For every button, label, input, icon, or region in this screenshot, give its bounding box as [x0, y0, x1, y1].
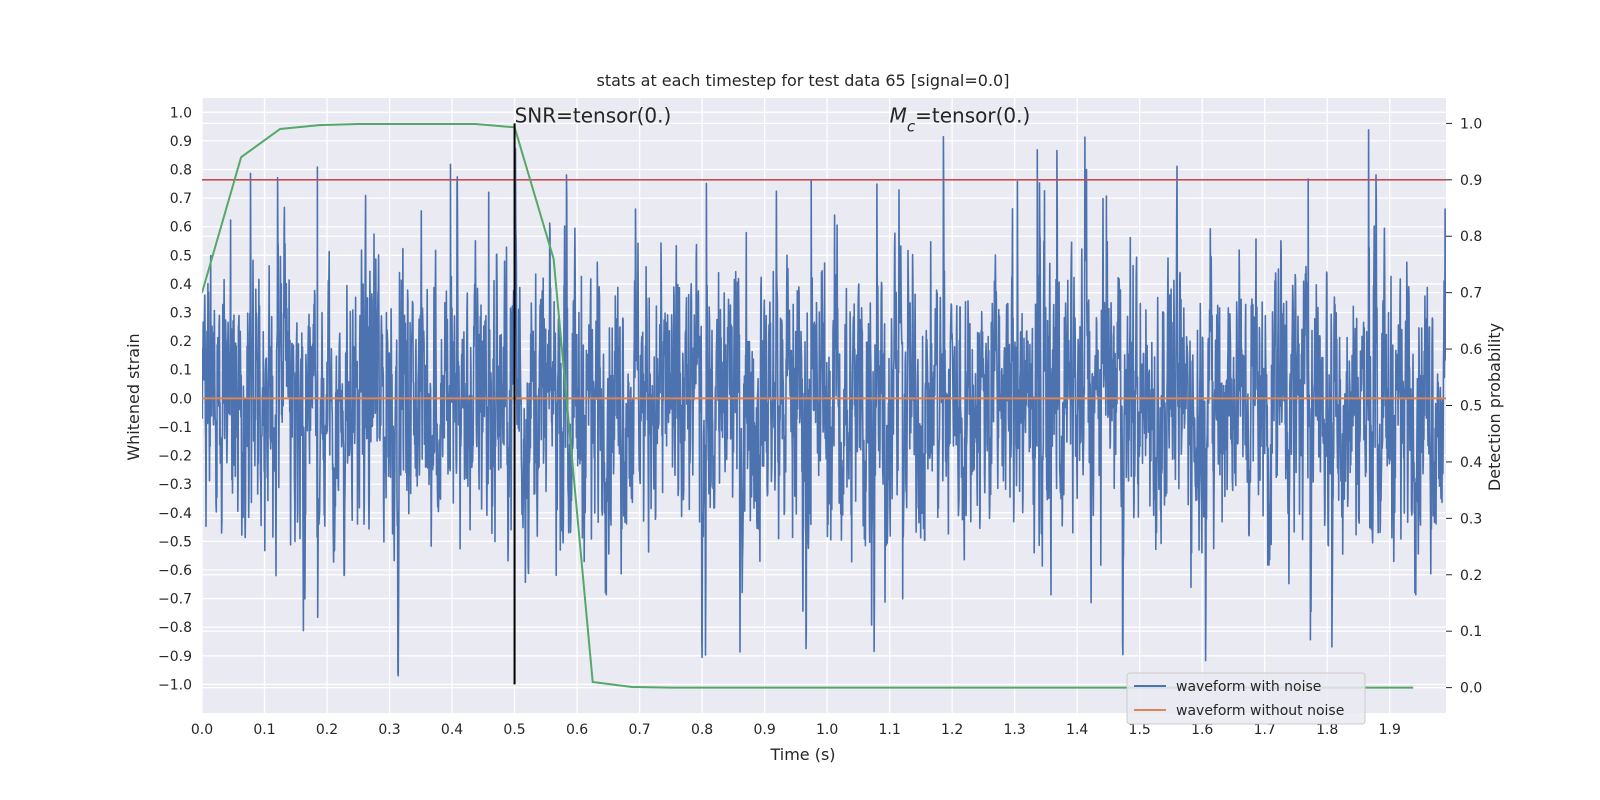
y-tick-label-left: −0.5: [158, 534, 192, 550]
y-tick-label-left: −0.2: [158, 449, 192, 465]
x-tick-label: 0.2: [316, 722, 338, 738]
x-tick-label: 0.3: [378, 722, 400, 738]
y-tick-label-left: 0.0: [170, 391, 192, 407]
y-tick-label-left: 0.2: [170, 334, 192, 350]
y-tick-label-right: 0.0: [1460, 681, 1482, 697]
x-ticks: 0.0 0.1 0.2 0.3 0.4 0.5 0.6 0.7 0.8 0.9 1.0 1.1 1.2 1…: [191, 722, 1401, 738]
y-tick-label-left: −1.0: [158, 677, 192, 693]
chart-title: stats at each timestep for test data 65 …: [597, 71, 1010, 90]
y-axis-label-left: Whitened strain: [124, 333, 143, 460]
x-tick-label: 0.1: [253, 722, 275, 738]
y-tick-label-left: 1.0: [170, 105, 192, 121]
x-tick-label: 1.0: [816, 722, 838, 738]
y-tick-label-left: 0.9: [170, 134, 192, 150]
x-tick-label: 1.7: [1254, 722, 1276, 738]
x-tick-label: 0.8: [691, 722, 713, 738]
legend-label-clean: waveform without noise: [1176, 703, 1344, 719]
y-tick-label-right: 0.5: [1460, 399, 1482, 415]
x-tick-label: 0.7: [628, 722, 650, 738]
y-tick-label-right: 0.9: [1460, 173, 1482, 189]
legend: waveform with noise waveform without noi…: [1126, 672, 1366, 725]
y-tick-label-right: 0.4: [1460, 455, 1482, 471]
x-tick-label: 1.5: [1129, 722, 1151, 738]
y-tick-label-left: 0.8: [170, 163, 192, 179]
y-tick-label-left: 0.1: [170, 363, 192, 379]
annotation-chirp-mass: Mc=tensor(0.): [890, 103, 1031, 135]
y-tick-label-left: −0.4: [158, 506, 192, 522]
y-ticks-right: 1.0 0.9 0.8 0.7 0.6 0.5 0.4 0.3 0.2 0.1 0.0: [1446, 116, 1482, 697]
annotation-mc-subscript: c: [907, 117, 916, 135]
series-group: [202, 123, 1446, 689]
legend-box: [1126, 672, 1366, 725]
y-tick-label-left: 0.5: [170, 248, 192, 264]
y-tick-label-right: 0.6: [1460, 342, 1482, 358]
y-tick-label-right: 0.1: [1460, 624, 1482, 640]
series-detection-probability: [202, 123, 1414, 689]
x-tick-label: 0.6: [566, 722, 588, 738]
y-tick-label-right: 0.7: [1460, 286, 1482, 302]
annotation-snr: SNR=tensor(0.): [515, 103, 672, 127]
x-tick-label: 1.6: [1191, 722, 1213, 738]
y-tick-label-right: 0.3: [1460, 511, 1482, 527]
y-tick-label-left: 0.4: [170, 277, 192, 293]
legend-label-noise: waveform with noise: [1176, 679, 1321, 695]
x-tick-label: 1.2: [941, 722, 963, 738]
y-axis-label-right: Detection probability: [1485, 323, 1504, 491]
x-tick-label: 1.1: [879, 722, 901, 738]
x-tick-label: 1.4: [1066, 722, 1088, 738]
y-tick-label-right: 1.0: [1460, 116, 1482, 132]
annotation-mc-symbol: M: [890, 103, 907, 127]
y-tick-label-left: 0.6: [170, 220, 192, 236]
x-tick-label: 0.0: [191, 722, 213, 738]
x-tick-label: 1.3: [1004, 722, 1026, 738]
y-ticks-left: 1.0 0.9 0.8 0.7 0.6 0.5 0.4 0.3 0.2 0.1 0.0 −0.1 −0.…: [158, 105, 192, 693]
x-tick-label: 1.9: [1379, 722, 1401, 738]
x-tick-label: 1.8: [1316, 722, 1338, 738]
y-tick-label-left: −0.8: [158, 620, 192, 636]
y-tick-label-left: −0.6: [158, 563, 192, 579]
y-tick-label-left: 0.3: [170, 306, 192, 322]
y-tick-label-left: −0.9: [158, 649, 192, 665]
y-tick-label-left: −0.3: [158, 477, 192, 493]
y-tick-label-left: 0.7: [170, 191, 192, 207]
y-tick-label-left: −0.7: [158, 592, 192, 608]
annotation-mc-rest: =tensor(0.): [915, 103, 1030, 127]
x-axis-label: Time (s): [769, 745, 835, 764]
y-tick-label-left: −0.1: [158, 420, 192, 436]
x-tick-label: 0.4: [441, 722, 463, 738]
x-tick-label: 0.5: [503, 722, 525, 738]
y-tick-label-right: 0.2: [1460, 568, 1482, 584]
y-tick-label-right: 0.8: [1460, 229, 1482, 245]
x-tick-label: 0.9: [753, 722, 775, 738]
